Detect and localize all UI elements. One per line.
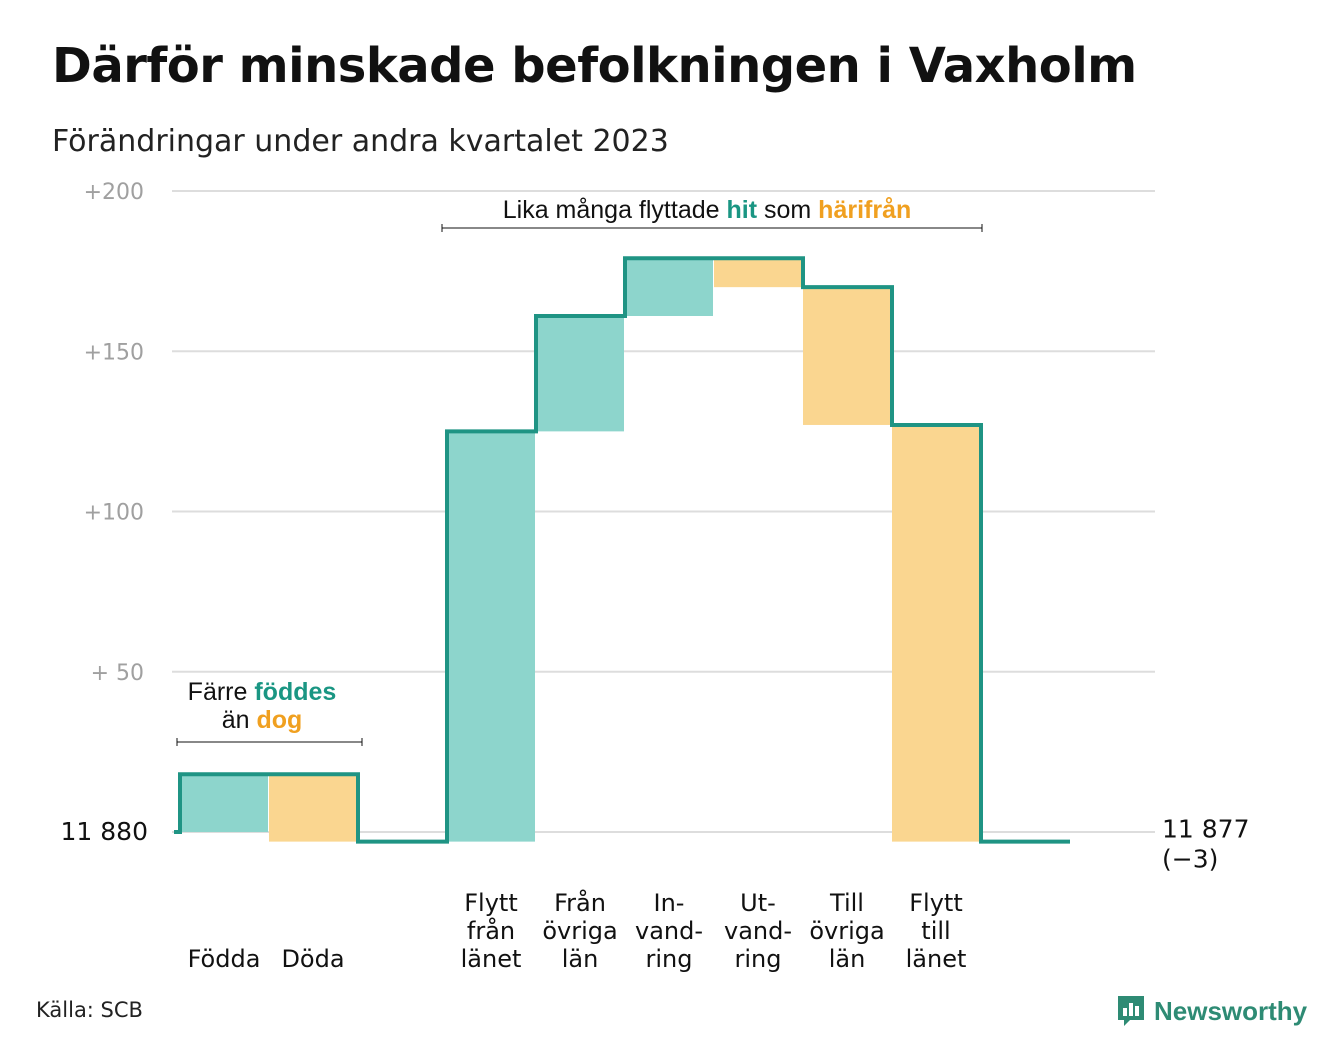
births-annotation: Färre föddes än dog	[176, 678, 363, 746]
bar-fran_ovriga_lan	[536, 315, 624, 432]
x-category-label: länet	[461, 945, 522, 973]
start-value-label: 11 880	[61, 817, 148, 846]
x-category-label: ring	[646, 945, 693, 973]
end-change-label: (−3)	[1162, 845, 1218, 874]
x-category-label: ring	[735, 945, 782, 973]
y-tick-label: +100	[84, 501, 144, 526]
bar-chart-speech-bubble-icon	[1118, 996, 1144, 1026]
births-annotation-highlight-born: föddes	[254, 678, 336, 706]
bar-layer	[180, 258, 980, 842]
migration-annotation: Lika många flyttade hit som härifrån	[441, 196, 983, 232]
svg-text:Färre föddes: Färre föddes	[188, 678, 337, 706]
x-category-label: län	[562, 945, 599, 973]
bar-till_ovriga_lan	[803, 287, 891, 425]
migration-annotation-highlight-in: hit	[726, 196, 757, 224]
x-category-label: från	[467, 916, 515, 945]
cumulative-step-line	[174, 256, 1070, 844]
source-note: Källa: SCB	[36, 998, 143, 1022]
births-annotation-prefix: Färre	[188, 678, 248, 706]
label-layer: Födda DödaFlyttfrånlänetFrånövrigalänIn-v…	[61, 815, 1250, 973]
x-category-label: Till	[829, 889, 864, 917]
x-category-label: Flytt	[909, 889, 963, 917]
chart-subtitle: Förändringar under andra kvartalet 2023	[52, 124, 669, 159]
x-category-label: vand-	[724, 917, 792, 945]
chart-title: Därför minskade befolkningen i Vaxholm	[52, 38, 1137, 94]
brand-logo: Newsworthy	[1116, 994, 1307, 1028]
bar-invandring	[625, 258, 713, 316]
bar-utvandring	[714, 258, 802, 288]
births-annotation-highlight-died: dog	[256, 706, 302, 734]
x-category-label: Ut-	[740, 889, 776, 917]
x-category-label: Flytt	[464, 889, 518, 917]
x-category-label: övriga	[809, 917, 884, 945]
svg-text:Lika många flyttade hit: Lika många flyttade hit som härifrån	[503, 196, 912, 224]
bar-flytt_fran_lanet	[447, 431, 535, 842]
bar-flytt_till_lanet	[892, 424, 980, 842]
bar-doda	[269, 774, 357, 842]
bar-fodda	[180, 774, 268, 832]
svg-text:än dog: än dog	[222, 706, 303, 734]
migration-annotation-prefix: Lika många flyttade	[503, 196, 720, 224]
x-category-label: länet	[906, 945, 967, 973]
migration-annotation-highlight-out: härifrån	[818, 196, 911, 224]
x-category-label: In-	[654, 889, 685, 917]
x-category-label: till	[921, 917, 950, 945]
grid-layer: +200 +150 +100 + 50	[84, 180, 1155, 833]
brand-name: Newsworthy	[1154, 995, 1308, 1026]
x-category-label: Från	[554, 888, 606, 917]
x-category-label: län	[829, 945, 866, 973]
births-annotation-line2-prefix: än	[222, 706, 250, 734]
x-category-label: Födda	[188, 945, 261, 973]
migration-annotation-mid: som	[764, 196, 811, 224]
x-category-label: vand-	[635, 917, 703, 945]
x-category-label: övriga	[542, 917, 617, 945]
line-layer	[174, 256, 1070, 844]
y-tick-label: + 50	[91, 661, 144, 686]
x-category-label: Döda	[281, 945, 344, 973]
y-tick-label: +200	[84, 180, 144, 205]
y-tick-label: +150	[84, 340, 144, 365]
end-value-label: 11 877	[1162, 815, 1249, 844]
